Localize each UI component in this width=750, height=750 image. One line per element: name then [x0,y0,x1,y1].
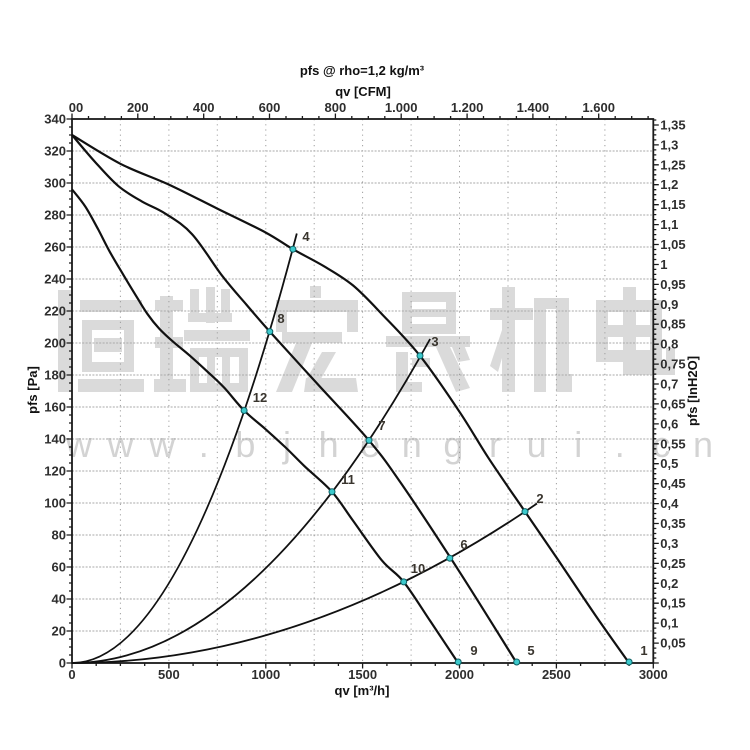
svg-text:0,85: 0,85 [660,317,685,332]
svg-text:3: 3 [431,334,438,349]
svg-text:0,05: 0,05 [660,636,685,651]
svg-text:4: 4 [302,229,310,244]
svg-text:1.000: 1.000 [385,100,418,115]
svg-text:240: 240 [44,272,66,287]
svg-text:pfs [InH2O]: pfs [InH2O] [685,356,700,426]
svg-text:0: 0 [59,656,66,671]
svg-text:0,35: 0,35 [660,516,685,531]
svg-text:0,5: 0,5 [660,456,678,471]
svg-text:100: 100 [44,496,66,511]
svg-text:200: 200 [127,100,149,115]
svg-text:qv [m³/h]: qv [m³/h] [335,683,390,698]
svg-text:0,3: 0,3 [660,536,678,551]
svg-text:2500: 2500 [542,667,571,682]
svg-text:300: 300 [44,176,66,191]
svg-text:1,05: 1,05 [660,237,685,252]
svg-text:1,35: 1,35 [660,118,685,133]
svg-text:7: 7 [378,418,385,433]
svg-text:160: 160 [44,400,66,415]
svg-text:200: 200 [44,336,66,351]
svg-text:0,45: 0,45 [660,476,685,491]
svg-text:1.400: 1.400 [517,100,550,115]
svg-text:0,65: 0,65 [660,396,685,411]
svg-text:1,25: 1,25 [660,157,685,172]
svg-text:20: 20 [52,624,66,639]
svg-text:2000: 2000 [445,667,474,682]
svg-text:00: 00 [69,100,83,115]
svg-text:1000: 1000 [251,667,280,682]
svg-text:600: 600 [259,100,281,115]
svg-text:80: 80 [52,528,66,543]
svg-text:0,4: 0,4 [660,496,679,511]
svg-text:11: 11 [341,472,355,487]
svg-text:340: 340 [44,112,66,127]
svg-text:pfs @ rho=1,2 kg/m³: pfs @ rho=1,2 kg/m³ [300,63,425,78]
svg-text:60: 60 [52,560,66,575]
svg-text:1,2: 1,2 [660,177,678,192]
svg-text:3000: 3000 [639,667,668,682]
svg-text:10: 10 [411,561,425,576]
svg-text:800: 800 [325,100,347,115]
svg-text:1500: 1500 [348,667,377,682]
svg-text:0: 0 [68,667,75,682]
svg-text:qv [CFM]: qv [CFM] [335,84,391,99]
svg-text:9: 9 [470,643,477,658]
svg-text:0,95: 0,95 [660,277,685,292]
svg-text:1,3: 1,3 [660,137,678,152]
svg-text:5: 5 [527,643,534,658]
svg-text:0,8: 0,8 [660,337,678,352]
svg-text:500: 500 [158,667,180,682]
svg-text:0,9: 0,9 [660,297,678,312]
svg-text:280: 280 [44,208,66,223]
svg-text:6: 6 [460,537,467,552]
svg-text:0,1: 0,1 [660,616,678,631]
svg-text:400: 400 [193,100,215,115]
svg-text:1: 1 [660,257,667,272]
svg-text:0,6: 0,6 [660,416,678,431]
svg-text:pfs [Pa]: pfs [Pa] [25,366,40,414]
svg-text:120: 120 [44,464,66,479]
svg-text:40: 40 [52,592,66,607]
svg-text:0,15: 0,15 [660,596,685,611]
svg-text:12: 12 [253,390,267,405]
svg-text:0,75: 0,75 [660,357,685,372]
svg-text:2: 2 [536,491,543,506]
svg-text:1,1: 1,1 [660,217,678,232]
svg-text:1.200: 1.200 [451,100,484,115]
svg-text:320: 320 [44,144,66,159]
svg-text:1: 1 [640,643,647,658]
svg-text:0,55: 0,55 [660,436,685,451]
svg-text:140: 140 [44,432,66,447]
svg-text:260: 260 [44,240,66,255]
svg-text:180: 180 [44,368,66,383]
svg-text:1,15: 1,15 [660,197,685,212]
svg-text:0,2: 0,2 [660,576,678,591]
svg-text:0,25: 0,25 [660,556,685,571]
svg-text:8: 8 [277,311,284,326]
svg-text:220: 220 [44,304,66,319]
svg-text:0,7: 0,7 [660,377,678,392]
svg-text:1.600: 1.600 [582,100,615,115]
